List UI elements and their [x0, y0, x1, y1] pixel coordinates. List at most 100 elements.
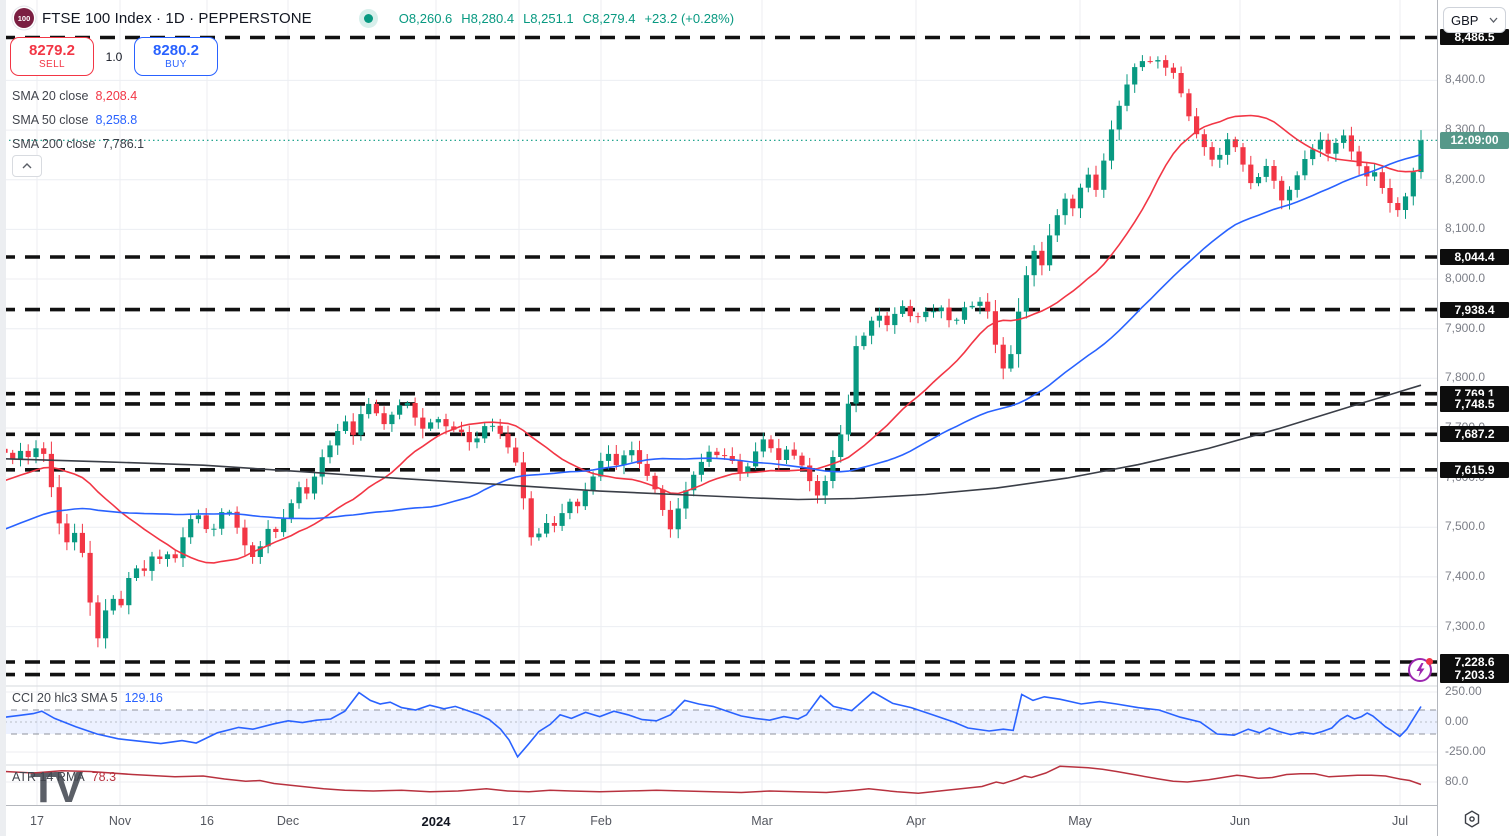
- candle-body: [582, 490, 588, 507]
- candle-body: [389, 414, 395, 425]
- candle-body: [992, 311, 998, 345]
- sma200-line[interactable]: [4, 384, 1422, 501]
- cci-line[interactable]: [4, 691, 1422, 759]
- candle-body: [1062, 198, 1068, 216]
- level-price-label: 8,486.5: [1440, 29, 1509, 46]
- candle-body: [1178, 73, 1184, 94]
- candle-body: [180, 537, 186, 559]
- candle-body: [1054, 215, 1060, 236]
- legend-sma20[interactable]: SMA 20 close 8,208.4: [12, 84, 144, 108]
- candle-body: [1170, 67, 1176, 73]
- legend-sma200[interactable]: SMA 200 close 7,786.1: [12, 132, 144, 156]
- candle-body: [1008, 354, 1014, 369]
- candle-body: [118, 598, 124, 606]
- candle-body: [691, 474, 697, 491]
- candle-body: [1194, 116, 1200, 135]
- chart-settings-icon[interactable]: [1462, 809, 1482, 834]
- legend-cci[interactable]: CCI 20 hlc3 SMA 5 129.16: [12, 691, 163, 705]
- candle-body: [358, 414, 364, 435]
- candle-body: [458, 429, 465, 432]
- legend-sma50[interactable]: SMA 50 close 8,258.8: [12, 108, 144, 132]
- time-axis[interactable]: 17 Nov 16 Dec 2024 17 Feb Mar Apr May Jun Jul: [0, 805, 1511, 836]
- candle-body: [1039, 250, 1045, 266]
- candle-body: [281, 519, 287, 533]
- candle-body: [884, 315, 890, 326]
- candle-body: [250, 545, 256, 557]
- atr-line[interactable]: [4, 765, 1422, 795]
- price-scale[interactable]: GBP 8,400.0 8,300.0 8,200.0 8,100.0 8,000.0 7…: [1437, 0, 1511, 836]
- trade-panel: 8279.2 SELL 1.0 8280.2 BUY: [10, 37, 218, 76]
- alerts-lightning-icon[interactable]: [1406, 654, 1438, 691]
- candle-body: [946, 307, 952, 321]
- candle-body: [621, 455, 627, 466]
- candle-body: [443, 419, 449, 427]
- candle-body: [41, 448, 47, 454]
- bar-countdown-label: 12:09:00: [1440, 131, 1509, 149]
- candle-body: [157, 556, 163, 559]
- candle-body: [373, 403, 379, 414]
- candle-body: [366, 403, 372, 415]
- currency-selector[interactable]: GBP: [1443, 7, 1506, 33]
- candle-body: [915, 316, 921, 318]
- candle-body: [853, 346, 859, 404]
- candle-body: [1116, 105, 1122, 130]
- candle-body: [1201, 134, 1207, 148]
- sma20-line[interactable]: [4, 114, 1422, 564]
- sell-label: SELL: [38, 59, 66, 71]
- candle-body: [203, 515, 209, 530]
- time-tick: Feb: [590, 814, 612, 828]
- time-tick: 17: [512, 814, 526, 828]
- sma200-label: SMA 200 close: [12, 137, 96, 151]
- candle-body: [381, 413, 387, 425]
- candle-body: [195, 515, 201, 520]
- symbol-title[interactable]: FTSE 100 Index · 1D · PEPPERSTONE: [42, 9, 312, 27]
- candle-body: [729, 456, 735, 461]
- candle-body: [1225, 139, 1231, 155]
- candle-body: [1031, 250, 1037, 276]
- candle-body: [536, 533, 542, 538]
- chart-canvas[interactable]: TV: [0, 0, 1437, 812]
- atr-value: 78.3: [91, 770, 117, 784]
- sma50-line[interactable]: [4, 153, 1422, 530]
- symbol-header: 100 FTSE 100 Index · 1D · PEPPERSTONE O8…: [14, 7, 734, 29]
- atr-tick: 80.0: [1445, 774, 1469, 788]
- candle-body: [1379, 172, 1385, 188]
- candle-body: [288, 503, 294, 519]
- candle-body: [1132, 67, 1138, 85]
- candle-body: [1240, 147, 1246, 165]
- candle-body: [776, 448, 782, 460]
- legend-atr[interactable]: ATR 14 RMA 78.3: [12, 770, 116, 784]
- candle-body: [1217, 154, 1223, 160]
- price-tick: 8,100.0: [1445, 221, 1486, 236]
- price-tick: 7,400.0: [1445, 568, 1486, 583]
- price-tick: 8,000.0: [1445, 271, 1486, 286]
- chevron-down-icon: [1489, 17, 1498, 23]
- time-tick: Mar: [751, 814, 773, 828]
- sma50-value: 8,258.8: [95, 113, 138, 127]
- candle-body: [1317, 139, 1323, 150]
- price-chart[interactable]: TV: [0, 0, 1437, 812]
- price-tick: 8,400.0: [1445, 72, 1486, 87]
- currency-label: GBP: [1451, 12, 1479, 28]
- candle-body: [420, 417, 426, 429]
- price-tick: 7,500.0: [1445, 519, 1486, 534]
- candle-body: [1263, 166, 1269, 177]
- candle-body: [265, 528, 271, 547]
- candle-body: [760, 439, 766, 452]
- buy-button[interactable]: 8280.2 BUY: [134, 37, 218, 76]
- candle-body: [575, 501, 581, 507]
- sell-button[interactable]: 8279.2 SELL: [10, 37, 94, 76]
- candle-body: [660, 489, 666, 510]
- symbol-logo-icon: 100: [14, 8, 34, 28]
- collapse-legend-button[interactable]: [12, 155, 42, 177]
- sma50-label: SMA 50 close: [12, 113, 89, 127]
- candle-body: [17, 450, 24, 459]
- candle-body: [72, 532, 78, 543]
- candle-body: [544, 523, 550, 534]
- candle-body: [56, 487, 62, 524]
- candle-body: [876, 315, 882, 321]
- candle-body: [1108, 129, 1115, 161]
- candle-body: [1147, 61, 1153, 63]
- candle-body: [304, 487, 310, 494]
